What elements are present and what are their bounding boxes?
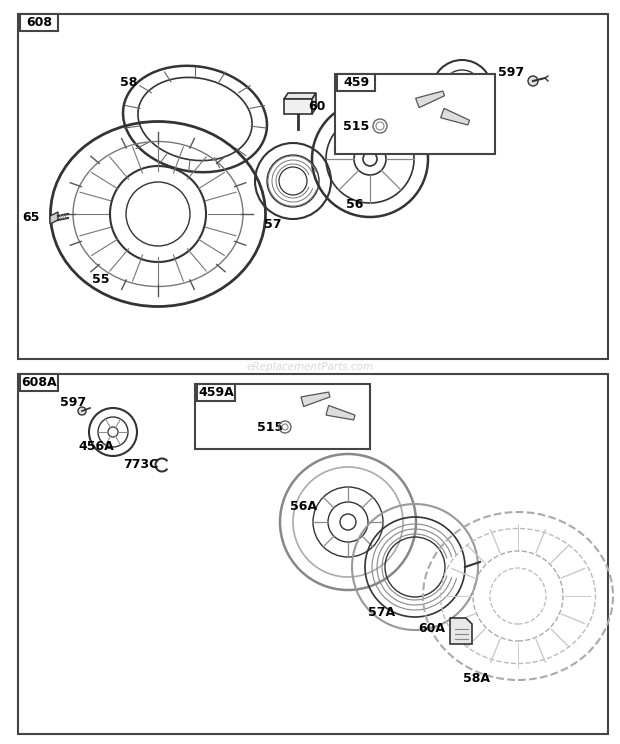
Bar <box>18 374 608 734</box>
Text: 773A: 773A <box>416 112 452 124</box>
Polygon shape <box>415 91 445 108</box>
Text: 515: 515 <box>257 420 283 434</box>
Text: 57: 57 <box>264 217 281 231</box>
Text: 56: 56 <box>346 197 363 211</box>
Text: 55: 55 <box>92 272 110 286</box>
Text: 597: 597 <box>60 396 86 408</box>
Text: 608A: 608A <box>21 376 57 388</box>
Text: 65: 65 <box>22 211 40 223</box>
Bar <box>337 74 375 91</box>
Text: 597: 597 <box>498 65 524 79</box>
Text: 773C: 773C <box>123 458 158 470</box>
Text: 56A: 56A <box>290 499 317 513</box>
Text: 58: 58 <box>120 75 138 89</box>
Text: 57A: 57A <box>368 606 395 618</box>
Bar <box>335 74 495 154</box>
Polygon shape <box>284 99 312 114</box>
Polygon shape <box>326 405 355 420</box>
Polygon shape <box>50 212 58 224</box>
Text: 456A: 456A <box>78 440 113 452</box>
Bar <box>20 374 58 391</box>
Text: 60A: 60A <box>418 623 445 635</box>
Bar <box>20 14 58 31</box>
Text: 459A: 459A <box>198 385 234 399</box>
Text: 515: 515 <box>343 120 370 132</box>
Polygon shape <box>312 93 316 114</box>
Text: 456: 456 <box>428 94 454 106</box>
Polygon shape <box>450 618 472 644</box>
Text: 608: 608 <box>26 16 52 28</box>
Bar <box>18 14 608 359</box>
Bar <box>195 384 370 449</box>
Polygon shape <box>284 93 316 99</box>
Text: eReplacementParts.com: eReplacementParts.com <box>246 362 374 372</box>
Text: 459: 459 <box>343 75 369 89</box>
Circle shape <box>528 76 538 86</box>
Polygon shape <box>441 109 469 125</box>
Circle shape <box>78 407 86 415</box>
Text: 60: 60 <box>308 100 326 112</box>
Text: 58A: 58A <box>463 673 490 685</box>
Polygon shape <box>301 392 330 406</box>
Bar <box>197 384 235 401</box>
